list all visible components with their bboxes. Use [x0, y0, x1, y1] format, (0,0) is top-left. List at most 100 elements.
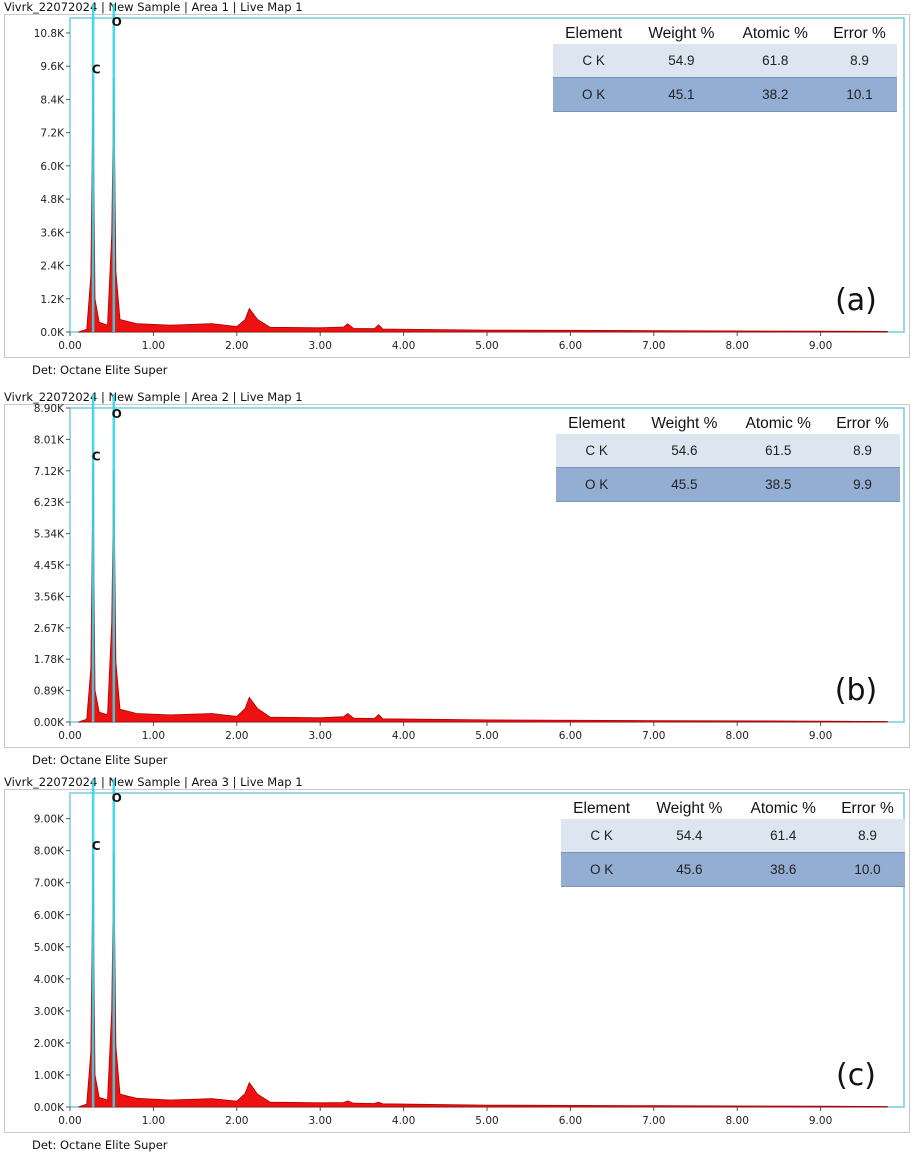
x-tick-label: 4.00 — [392, 730, 415, 742]
y-tick-label: 0.00K — [34, 717, 65, 729]
y-tick-label: 2.67K — [34, 623, 65, 635]
composition-table-c: Element Weight % Atomic % Error % C K 54… — [561, 799, 905, 887]
composition-table-a: Element Weight % Atomic % Error % C K 54… — [553, 24, 897, 112]
y-tick-label: 6.00K — [34, 910, 65, 922]
x-tick-label: 3.00 — [309, 730, 332, 742]
cell-weight: 54.6 — [637, 434, 732, 468]
panel-letter-label: (c) — [836, 1058, 876, 1093]
x-tick-label: 7.00 — [642, 730, 665, 742]
x-tick-label: 8.00 — [726, 1115, 749, 1127]
table-row: O K 45.5 38.5 9.9 — [556, 467, 900, 502]
eds-spectrum-chart-c: 0.00K 1.00K 2.00K 3.00K 4.00K 5.00K 6.00K 7.00K… — [34, 779, 905, 1127]
eds-spectrum-chart-b: 0.00K 0.89K 1.78K 2.67K 3.56K 4.45K 5.34K 6.23K… — [34, 394, 905, 742]
x-tick-label: 6.00 — [559, 730, 582, 742]
x-tick-label: 0.00 — [58, 730, 81, 742]
y-tick-label: 0.0K — [40, 327, 65, 339]
cell-atomic: 38.6 — [736, 852, 830, 887]
cell-element: O K — [561, 852, 643, 887]
cell-atomic: 61.8 — [728, 44, 822, 78]
x-tick-label: 8.00 — [726, 340, 749, 352]
x-tick-label: 4.00 — [392, 1115, 415, 1127]
peak-marker-label: O — [112, 791, 122, 805]
peak-marker-label: C — [92, 449, 101, 463]
cell-error: 10.0 — [829, 852, 905, 887]
table-header-row: Element Weight % Atomic % Error % — [556, 414, 900, 434]
spectrum-panel-c: Vivrk_22072024 | New Sample | Area 3 | L… — [0, 775, 914, 1160]
peak-marker-label: C — [92, 839, 101, 853]
x-tick-label: 5.00 — [475, 730, 498, 742]
y-tick-label: 0.00K — [34, 1102, 65, 1114]
x-tick-label: 0.00 — [58, 1115, 81, 1127]
header-weight: Weight % — [651, 415, 718, 432]
y-tick-label: 10.8K — [34, 28, 65, 40]
cell-atomic: 61.5 — [731, 434, 825, 468]
x-tick-label: 6.00 — [559, 1115, 582, 1127]
x-tick-label: 6.00 — [559, 340, 582, 352]
x-tick-label: 7.00 — [642, 1115, 665, 1127]
y-tick-label: 0.89K — [34, 686, 65, 698]
y-tick-label: 4.8K — [40, 194, 65, 206]
detector-label: Det: Octane Elite Super — [32, 753, 168, 767]
header-weight: Weight % — [648, 25, 715, 42]
y-tick-label: 4.45K — [34, 560, 65, 572]
cell-element: C K — [556, 434, 638, 468]
spectrum-series — [78, 852, 888, 1108]
detector-label: Det: Octane Elite Super — [32, 363, 168, 377]
header-error: Error % — [833, 25, 886, 42]
y-tick-label: 5.00K — [34, 942, 65, 954]
y-tick-label: 8.4K — [40, 94, 65, 106]
panel-title: Vivrk_22072024 | New Sample | Area 1 | L… — [4, 0, 303, 14]
spectrum-series — [78, 77, 888, 333]
y-tick-label: 8.01K — [34, 434, 65, 446]
cell-error: 8.9 — [829, 819, 905, 853]
x-tick-label: 9.00 — [809, 340, 832, 352]
peak-marker-label: O — [112, 15, 122, 29]
table-row: C K 54.6 61.5 8.9 — [556, 434, 900, 468]
y-tick-label: 6.0K — [40, 161, 65, 173]
y-tick-label: 1.78K — [34, 654, 65, 666]
cell-weight: 54.4 — [642, 819, 737, 853]
y-tick-label: 6.23K — [34, 497, 65, 509]
eds-spectrum-chart-a: 0.0K 1.2K 2.4K 3.6K 4.8K 6.0K 7.2K 8.4K 9.6K 10.8… — [34, 4, 905, 352]
table-row: C K 54.4 61.4 8.9 — [561, 819, 905, 853]
cell-atomic: 38.5 — [731, 467, 825, 502]
x-tick-label: 4.00 — [392, 340, 415, 352]
x-tick-label: 2.00 — [225, 1115, 248, 1127]
cell-weight: 45.5 — [637, 467, 732, 502]
y-tick-label: 9.00K — [34, 814, 65, 826]
x-tick-label: 1.00 — [142, 1115, 165, 1127]
detector-label: Det: Octane Elite Super — [32, 1138, 168, 1152]
header-element: Element — [573, 800, 631, 817]
header-error: Error % — [841, 800, 894, 817]
y-tick-label: 2.4K — [40, 261, 65, 273]
y-tick-label: 7.2K — [40, 128, 65, 140]
cell-error: 9.9 — [824, 467, 900, 502]
x-tick-label: 5.00 — [475, 340, 498, 352]
x-tick-label: 1.00 — [142, 730, 165, 742]
spectrum-series — [78, 464, 888, 723]
x-tick-label: 1.00 — [142, 340, 165, 352]
header-weight: Weight % — [656, 800, 723, 817]
x-tick-label: 8.00 — [726, 730, 749, 742]
y-tick-label: 3.00K — [34, 1006, 65, 1018]
y-tick-label: 2.00K — [34, 1038, 65, 1050]
cell-atomic: 61.4 — [736, 819, 830, 853]
header-error: Error % — [836, 415, 889, 432]
x-tick-label: 2.00 — [225, 730, 248, 742]
x-tick-label: 2.00 — [225, 340, 248, 352]
y-tick-label: 4.00K — [34, 974, 65, 986]
cell-error: 10.1 — [821, 77, 897, 112]
y-tick-label: 3.56K — [34, 591, 65, 603]
panel-letter-label: (b) — [835, 673, 877, 708]
table-row: O K 45.6 38.6 10.0 — [561, 852, 905, 887]
y-tick-label: 5.34K — [34, 529, 65, 541]
panel-title: Vivrk_22072024 | New Sample | Area 3 | L… — [4, 775, 303, 789]
panel-title: Vivrk_22072024 | New Sample | Area 2 | L… — [4, 390, 303, 404]
y-tick-label: 8.90K — [34, 403, 65, 415]
x-tick-label: 9.00 — [809, 730, 832, 742]
cell-weight: 45.1 — [634, 77, 729, 112]
cell-atomic: 38.2 — [728, 77, 822, 112]
table-header-row: Element Weight % Atomic % Error % — [553, 24, 897, 44]
cell-element: O K — [556, 467, 638, 502]
cell-error: 8.9 — [824, 434, 900, 468]
